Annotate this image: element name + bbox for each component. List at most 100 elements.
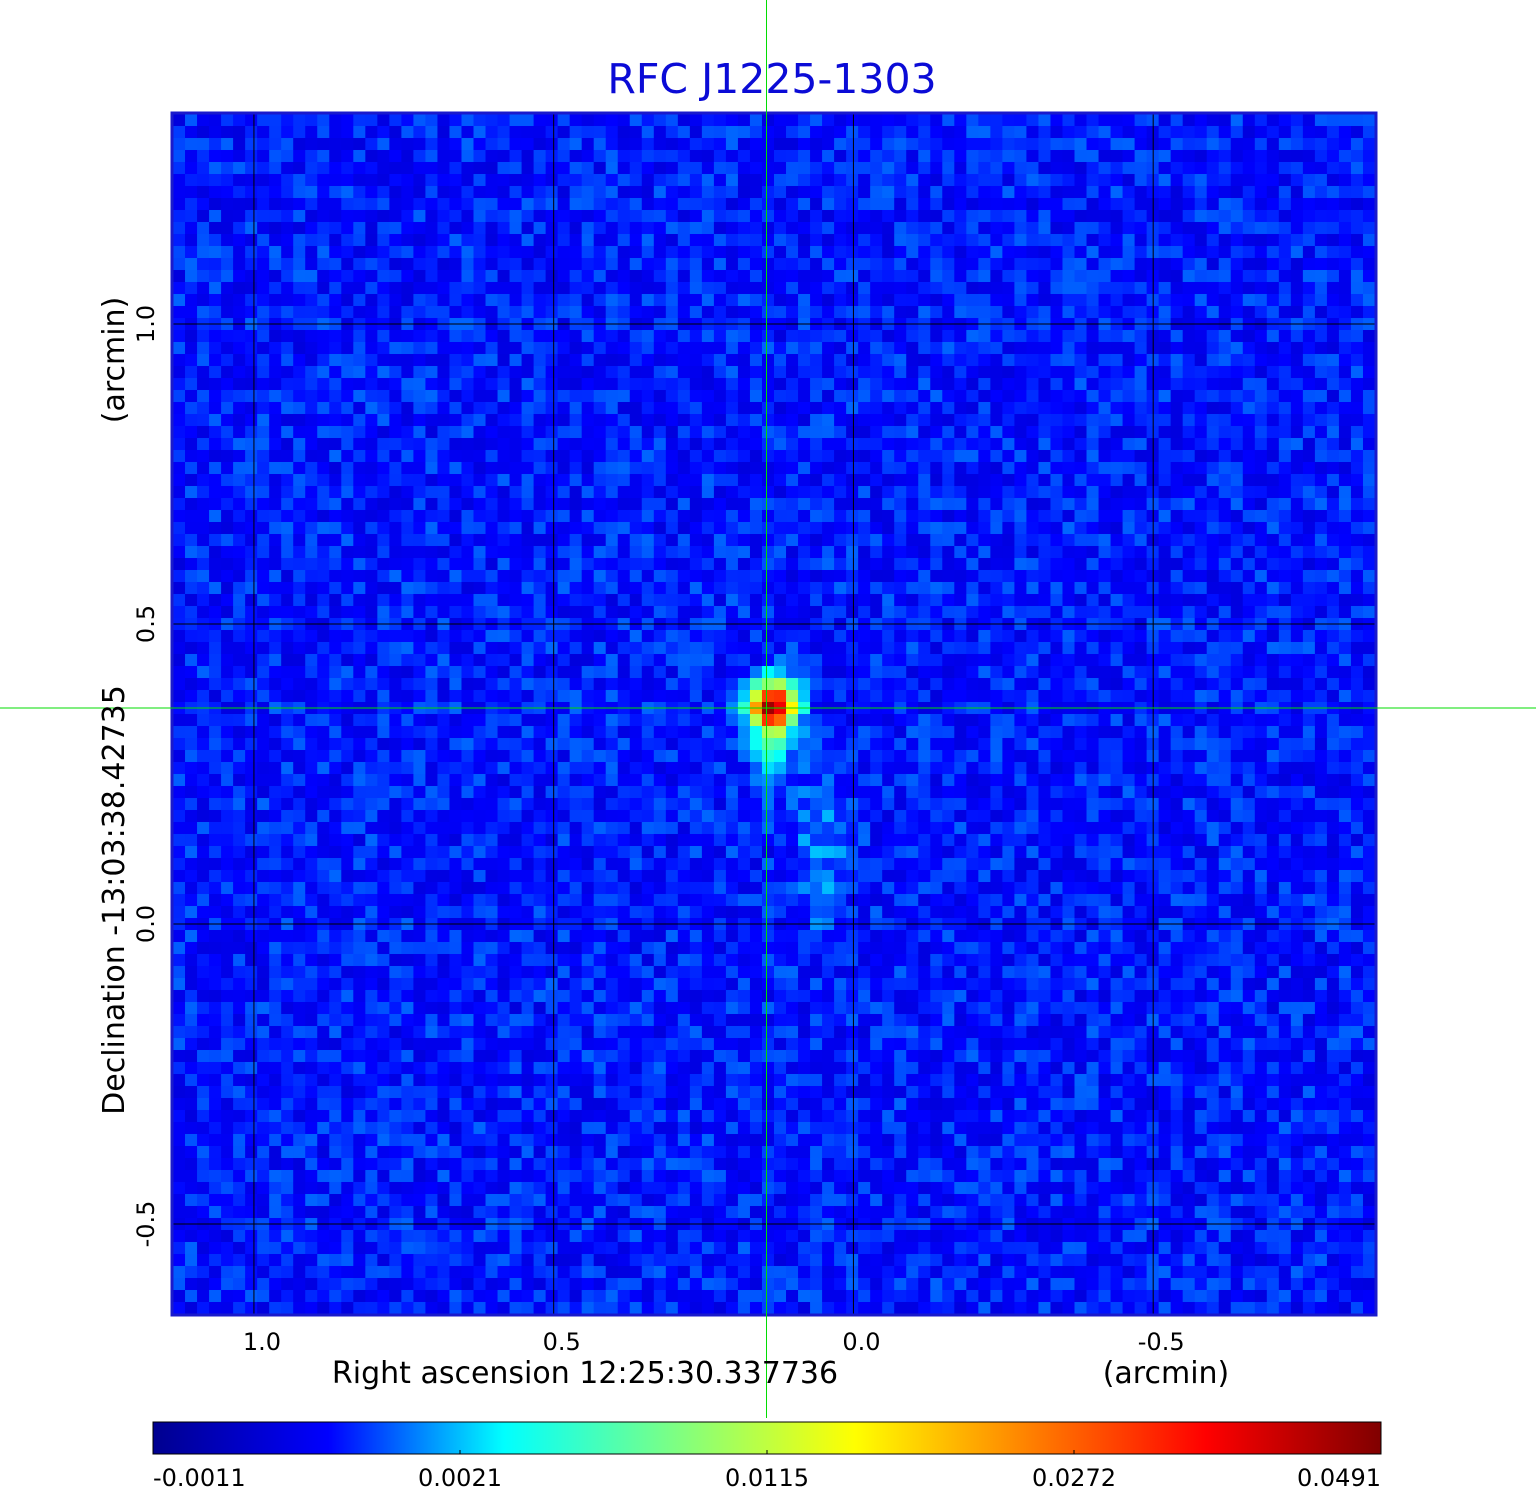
image-pixel: [281, 450, 294, 463]
image-pixel: [617, 402, 631, 415]
image-pixel: [761, 690, 775, 703]
image-pixel: [966, 630, 979, 643]
image-pixel: [1062, 162, 1076, 175]
image-pixel: [942, 174, 955, 187]
image-pixel: [882, 198, 895, 211]
image-pixel: [1362, 234, 1375, 247]
image-pixel: [209, 150, 222, 163]
image-pixel: [557, 690, 571, 703]
image-pixel: [437, 546, 451, 559]
image-pixel: [449, 126, 463, 139]
image-pixel: [1314, 306, 1328, 319]
image-pixel: [629, 366, 643, 379]
image-pixel: [1074, 270, 1088, 283]
image-pixel: [737, 258, 751, 271]
image-pixel: [509, 570, 523, 583]
image-pixel: [882, 570, 895, 583]
image-pixel: [1314, 510, 1328, 523]
image-pixel: [858, 270, 871, 283]
image-pixel: [245, 222, 258, 235]
image-pixel: [749, 258, 763, 271]
image-pixel: [305, 306, 318, 319]
image-pixel: [1230, 222, 1244, 235]
image-pixel: [245, 330, 258, 343]
image-pixel: [437, 186, 451, 199]
image-pixel: [341, 450, 354, 463]
image-pixel: [798, 678, 811, 691]
image-pixel: [317, 522, 330, 535]
image-pixel: [1062, 522, 1076, 535]
image-pixel: [677, 474, 691, 487]
image-pixel: [461, 426, 475, 439]
image-pixel: [1158, 114, 1172, 127]
image-pixel: [1290, 306, 1304, 319]
image-pixel: [413, 342, 427, 355]
image-pixel: [1050, 390, 1064, 403]
image-pixel: [653, 378, 667, 391]
image-pixel: [629, 378, 643, 391]
image-pixel: [1122, 666, 1136, 679]
image-pixel: [1350, 414, 1364, 427]
image-pixel: [425, 678, 439, 691]
image-pixel: [918, 126, 931, 139]
image-pixel: [942, 354, 955, 367]
image-pixel: [1038, 222, 1052, 235]
image-pixel: [593, 330, 607, 343]
image-pixel: [341, 486, 354, 499]
image-pixel: [882, 534, 895, 547]
image-pixel: [810, 438, 823, 451]
image-pixel: [978, 474, 991, 487]
image-pixel: [317, 330, 330, 343]
image-pixel: [942, 534, 955, 547]
image-pixel: [713, 258, 727, 271]
image-pixel: [1182, 594, 1196, 607]
image-pixel: [725, 210, 739, 223]
image-pixel: [653, 306, 667, 319]
image-pixel: [1050, 438, 1064, 451]
image-pixel: [1278, 114, 1292, 127]
image-pixel: [1158, 234, 1172, 247]
image-pixel: [1278, 546, 1292, 559]
image-pixel: [894, 486, 907, 499]
image-pixel: [317, 462, 330, 475]
image-pixel: [353, 462, 366, 475]
image-pixel: [749, 414, 763, 427]
image-pixel: [269, 558, 282, 571]
image-pixel: [653, 642, 667, 655]
image-pixel: [858, 558, 871, 571]
image-pixel: [1314, 186, 1328, 199]
image-pixel: [930, 498, 943, 511]
image-pixel: [701, 426, 715, 439]
image-pixel: [870, 510, 883, 523]
image-pixel: [882, 126, 895, 139]
image-pixel: [413, 654, 427, 667]
image-pixel: [449, 270, 463, 283]
image-pixel: [1182, 654, 1196, 667]
image-pixel: [1230, 258, 1244, 271]
image-pixel: [894, 546, 907, 559]
image-pixel: [810, 414, 823, 427]
image-pixel: [305, 510, 318, 523]
image-pixel: [786, 450, 799, 463]
image-pixel: [341, 174, 354, 187]
image-pixel: [485, 606, 499, 619]
image-pixel: [1326, 126, 1340, 139]
image-pixel: [1014, 414, 1028, 427]
image-pixel: [822, 438, 835, 451]
image-pixel: [1158, 294, 1172, 307]
image-pixel: [1302, 402, 1316, 415]
image-pixel: [245, 186, 258, 199]
image-pixel: [786, 654, 799, 667]
image-pixel: [653, 366, 667, 379]
image-pixel: [1170, 426, 1184, 439]
image-pixel: [437, 366, 451, 379]
image-pixel: [473, 438, 487, 451]
image-pixel: [353, 690, 366, 703]
image-pixel: [293, 498, 306, 511]
image-pixel: [1002, 450, 1015, 463]
image-pixel: [341, 342, 354, 355]
image-pixel: [1266, 402, 1280, 415]
image-pixel: [245, 534, 258, 547]
image-pixel: [245, 258, 258, 271]
image-pixel: [761, 114, 775, 127]
